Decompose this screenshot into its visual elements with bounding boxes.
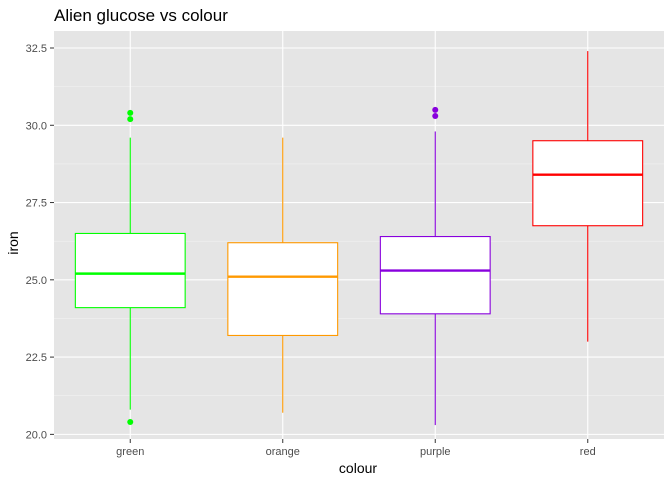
y-axis-title: iron bbox=[5, 231, 21, 254]
y-tick-label: 27.5 bbox=[26, 198, 47, 210]
y-tick-label: 20.0 bbox=[26, 429, 47, 441]
y-tick-label: 32.5 bbox=[26, 43, 47, 55]
outlier-point bbox=[432, 106, 439, 113]
x-axis-title: colour bbox=[339, 460, 377, 476]
box-iqr bbox=[74, 232, 186, 309]
y-tick-label: 30.0 bbox=[26, 120, 47, 132]
box-iqr bbox=[532, 140, 644, 227]
x-tick-label: red bbox=[580, 446, 596, 458]
box-orange bbox=[227, 137, 339, 413]
box-red bbox=[532, 51, 644, 342]
boxes-layer bbox=[74, 51, 644, 426]
box-purple bbox=[379, 106, 491, 426]
outlier-point bbox=[127, 116, 134, 123]
x-tick-label: green bbox=[116, 446, 144, 458]
outlier-point bbox=[127, 109, 134, 116]
outlier-point bbox=[127, 419, 134, 425]
box-green bbox=[74, 109, 186, 425]
chart-title: Alien glucose vs colour bbox=[54, 6, 228, 25]
outlier-point bbox=[432, 113, 439, 119]
y-tick-label: 25.0 bbox=[26, 275, 47, 287]
box-iqr bbox=[379, 235, 491, 315]
y-tick-label: 22.5 bbox=[26, 352, 47, 364]
box-iqr bbox=[227, 242, 339, 337]
axes-layer: 20.0 22.5 25.0 27.5 30.0 32.5 green orange purpl… bbox=[26, 43, 596, 458]
x-tick-label: purple bbox=[420, 446, 451, 458]
x-tick-label: orange bbox=[266, 446, 300, 458]
